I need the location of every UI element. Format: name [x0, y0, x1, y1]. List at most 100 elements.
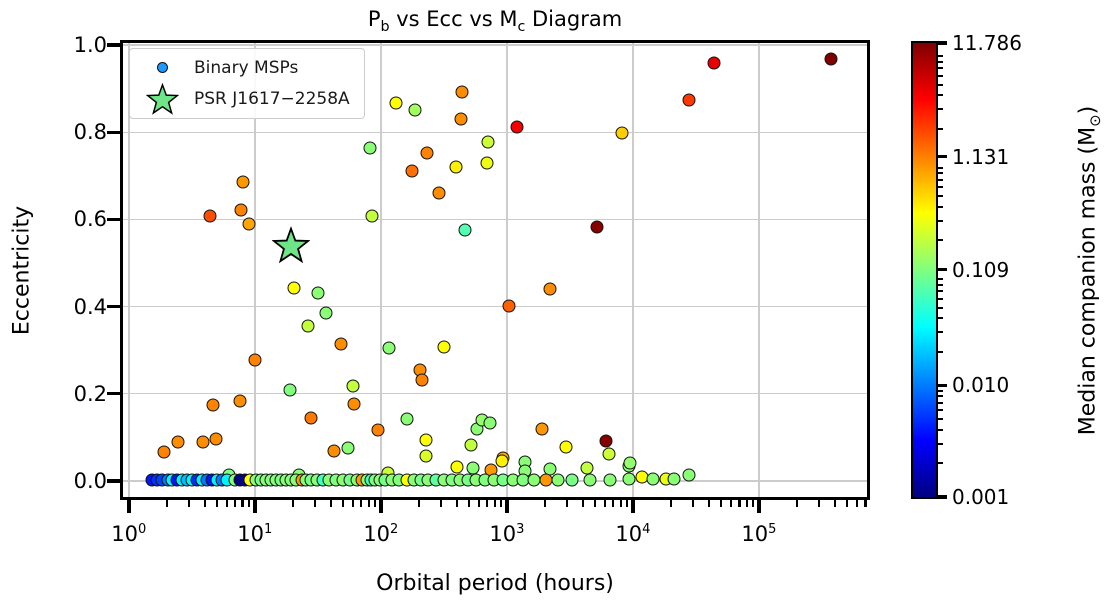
x-minor-tick [486, 500, 489, 507]
data-point [419, 449, 433, 463]
colorbar-minor-tick [938, 283, 943, 286]
data-point [415, 373, 429, 387]
colorbar-minor-tick [938, 331, 943, 334]
x-minor-tick [360, 500, 363, 507]
x-minor-tick [619, 500, 622, 507]
colorbar-minor-tick [938, 462, 943, 465]
data-point [551, 473, 565, 487]
x-minor-tick [612, 500, 615, 507]
colorbar-minor-tick [938, 127, 943, 130]
data-point [408, 103, 422, 117]
x-minor-tick [738, 500, 741, 507]
y-gridline [123, 131, 867, 134]
colorbar-minor-tick [938, 178, 943, 181]
data-point [389, 96, 403, 110]
x-minor-tick [373, 500, 377, 507]
x-minor-tick [603, 500, 607, 507]
data-point [682, 93, 696, 107]
x-major-tick [253, 500, 257, 513]
data-point [559, 440, 573, 454]
title-sub-c: c [517, 19, 526, 36]
x-minor-tick [729, 500, 733, 507]
colorbar-minor-tick [938, 290, 943, 293]
colorbar-label-text: Median companion mass (M [1075, 126, 1101, 436]
colorbar-major-tick [938, 41, 947, 45]
x-minor-tick [864, 500, 867, 507]
x-tick-label: 101 [237, 522, 273, 546]
colorbar-minor-tick [938, 297, 943, 300]
data-point [667, 472, 681, 486]
x-minor-tick [313, 500, 317, 507]
y-tick-label: 1.0 [73, 33, 107, 58]
data-point [301, 319, 315, 333]
data-point [371, 423, 385, 437]
colorbar-minor-tick [938, 186, 943, 189]
data-point [346, 379, 360, 393]
chart-title: Pb vs Ecc vs Mc Diagram [123, 7, 867, 35]
data-point [400, 412, 414, 426]
data-point [341, 441, 355, 455]
x-minor-tick [543, 500, 546, 507]
y-gridline [123, 218, 867, 221]
x-tick-label: 104 [615, 522, 651, 546]
x-minor-tick [367, 500, 370, 507]
y-gridline [123, 392, 867, 395]
colorbar-minor-tick [938, 219, 943, 222]
colorbar [913, 43, 936, 497]
y-gridline [123, 44, 867, 46]
data-point [502, 299, 516, 313]
x-minor-tick [845, 500, 849, 507]
colorbar-minor-tick [938, 83, 943, 86]
legend-marker-cell [130, 62, 194, 73]
colorbar-major-tick [938, 383, 947, 388]
colorbar-minor-tick [938, 395, 943, 398]
x-minor-tick [719, 500, 723, 507]
x-minor-tick [626, 500, 629, 507]
colorbar-minor-tick [938, 428, 943, 431]
data-point [599, 434, 613, 448]
x-minor-tick [565, 500, 569, 507]
data-point [157, 445, 171, 459]
x-minor-tick [247, 500, 251, 507]
y-tick-label: 0.6 [73, 207, 107, 232]
x-minor-tick [203, 500, 206, 507]
data-point [466, 461, 480, 475]
colorbar-tick-label: 11.786 [952, 31, 1022, 55]
colorbar-major-tick [938, 154, 947, 159]
x-minor-tick [833, 500, 836, 507]
data-point [304, 411, 318, 425]
x-major-tick [757, 500, 761, 513]
colorbar-minor-tick [938, 195, 943, 198]
data-point [495, 454, 509, 468]
y-tick-label: 0.0 [73, 468, 107, 493]
star-icon [145, 82, 179, 115]
psr-star-marker-icon [271, 226, 310, 264]
data-point [365, 209, 379, 223]
plot-area: Binary MSPs PSR J1617−2258A [123, 43, 867, 497]
data-point [646, 472, 660, 486]
colorbar-major-tick [938, 495, 947, 499]
data-point [319, 306, 333, 320]
y-major-tick [107, 217, 120, 222]
x-minor-tick [439, 500, 443, 507]
x-minor-tick [745, 500, 748, 507]
colorbar-minor-tick [938, 60, 943, 63]
colorbar-minor-tick [938, 401, 943, 404]
sun-symbol: ⊙ [1085, 114, 1104, 127]
data-point [209, 432, 223, 446]
legend-label: PSR J1617−2258A [194, 88, 350, 109]
data-point [565, 473, 579, 487]
x-major-tick [631, 500, 635, 513]
data-point [420, 146, 434, 160]
data-point [824, 52, 838, 66]
data-point [283, 383, 297, 397]
x-minor-tick [234, 500, 237, 507]
data-point [327, 444, 341, 458]
colorbar-minor-tick [938, 317, 943, 320]
data-point [311, 286, 325, 300]
data-point [510, 120, 524, 134]
x-tick-label: 103 [489, 522, 525, 546]
colorbar-label-text: ) [1075, 105, 1101, 115]
data-point [623, 456, 637, 470]
